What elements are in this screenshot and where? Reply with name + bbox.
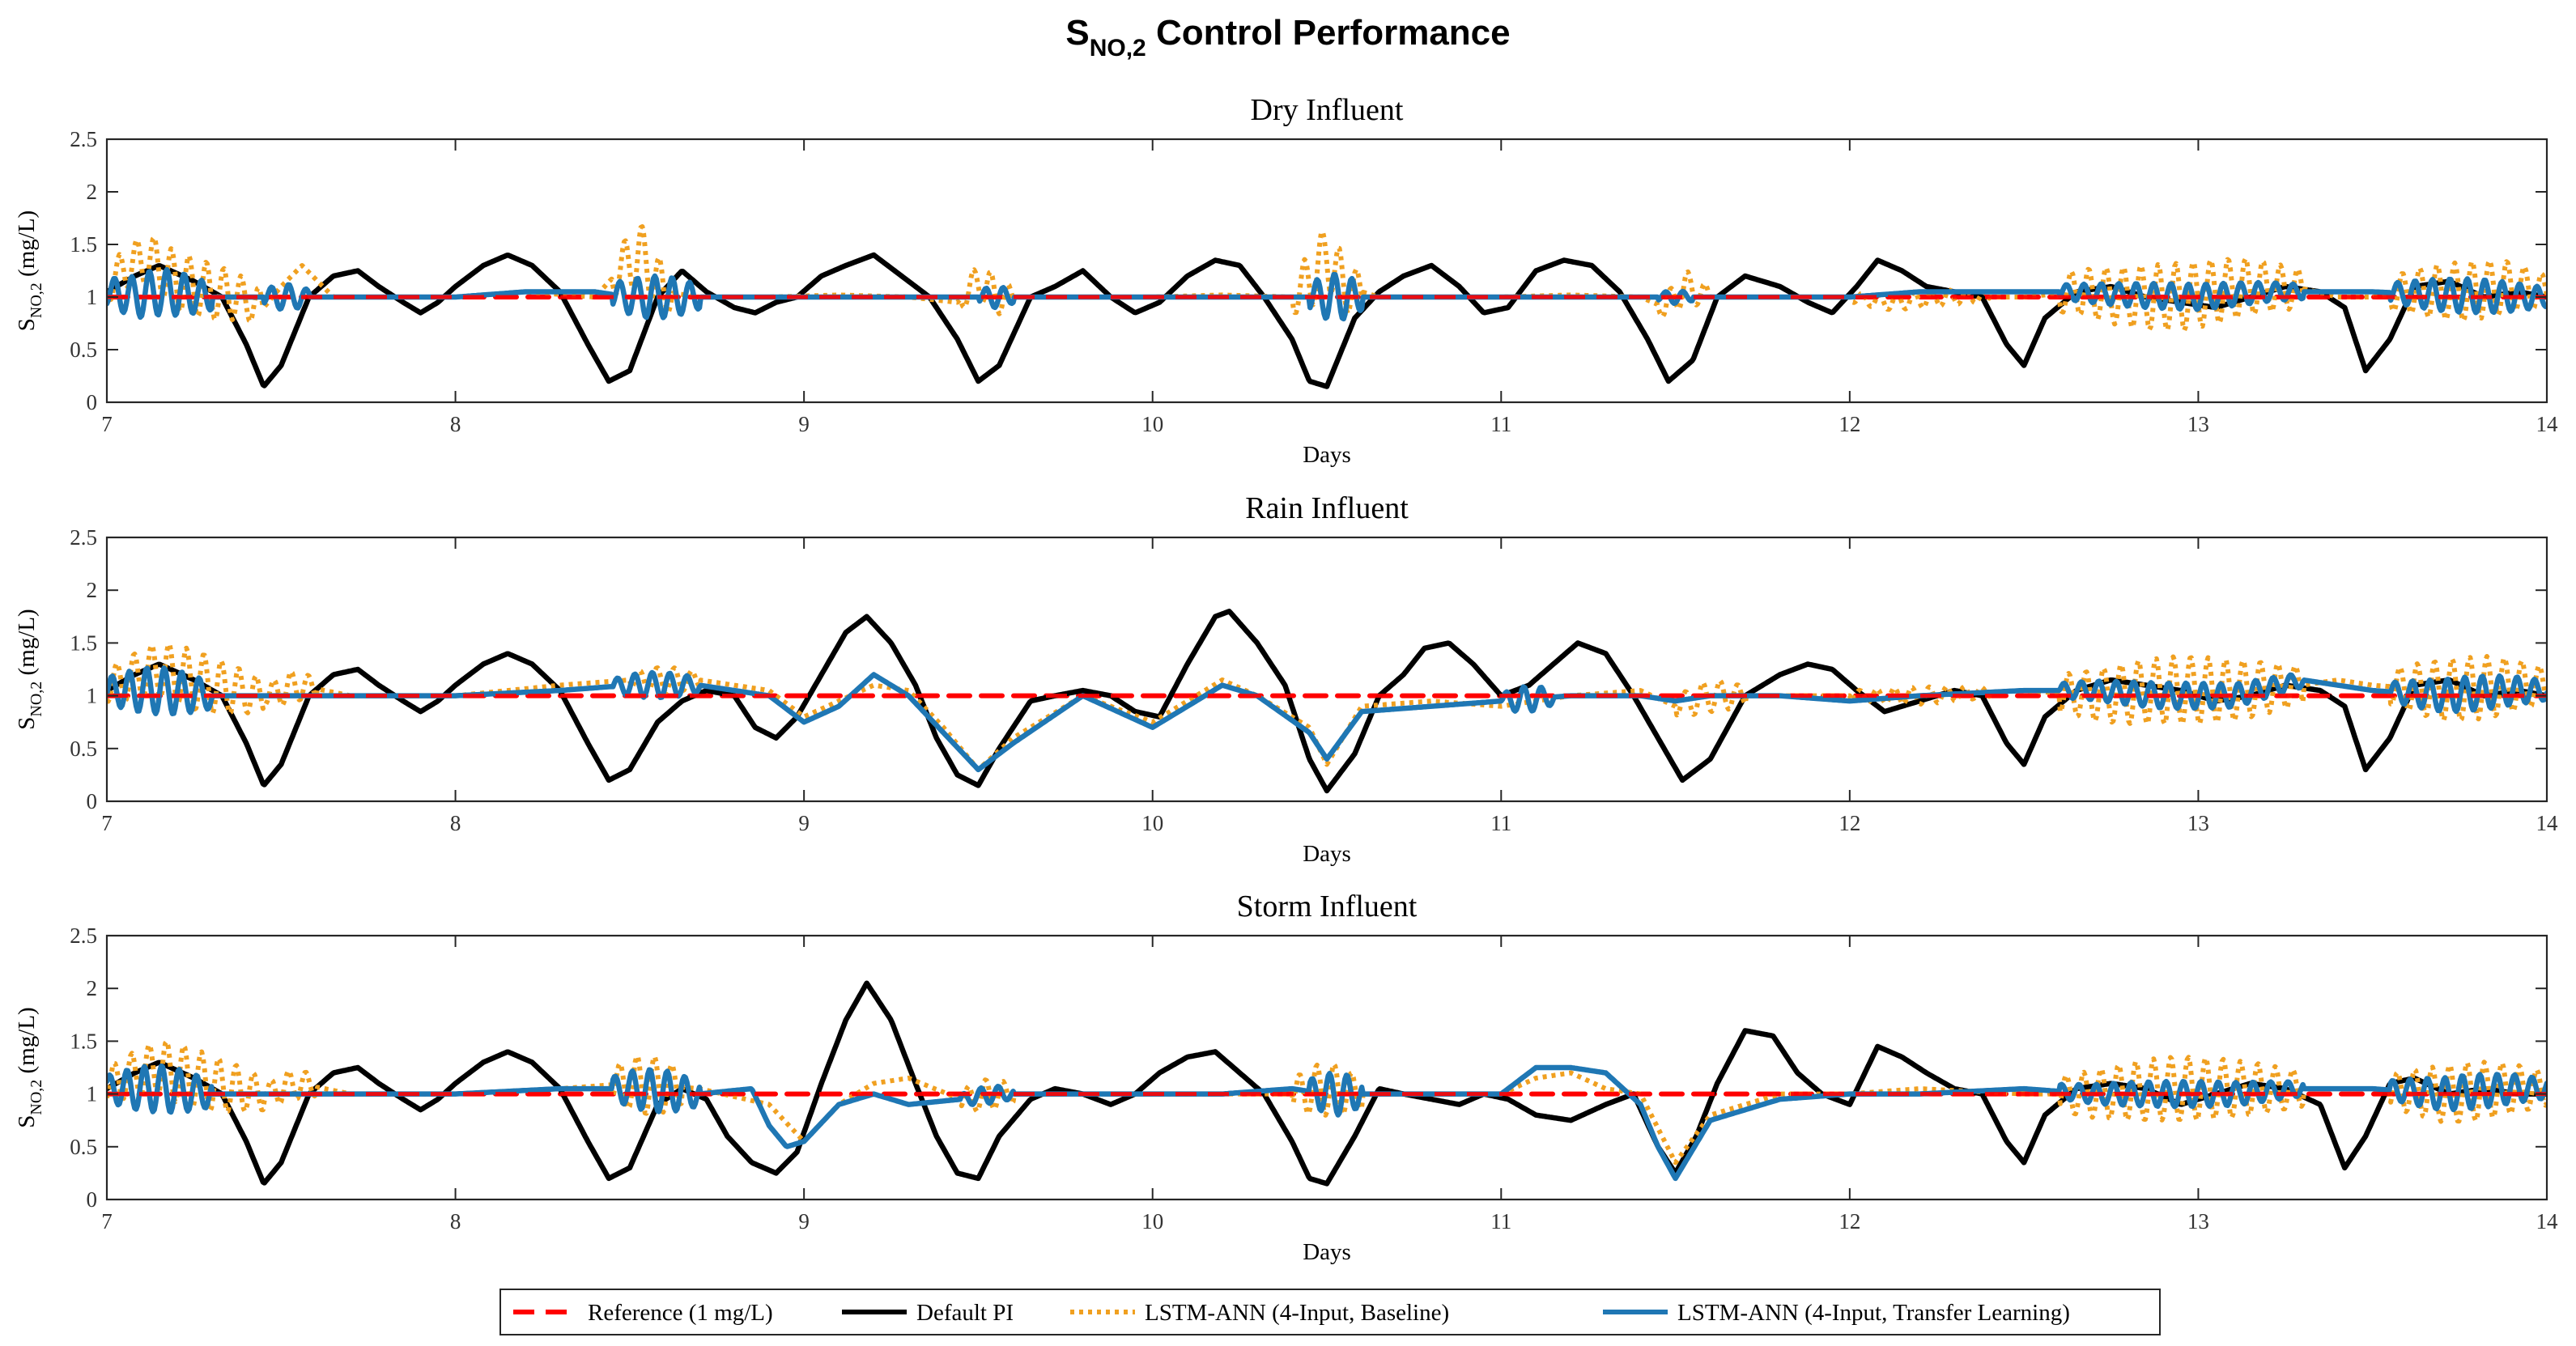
x-tick-label: 8	[450, 412, 461, 436]
legend-label: Default PI	[916, 1300, 1014, 1326]
x-axis-label: Days	[1303, 1239, 1351, 1265]
series-line-default-pi	[107, 980, 2547, 1187]
x-axis-label: Days	[1303, 841, 1351, 867]
y-tick-label: 2	[87, 180, 98, 204]
x-tick-label: 8	[450, 1209, 461, 1233]
y-tick-label: 1.5	[70, 232, 97, 257]
legend-label: LSTM-ANN (4-Input, Transfer Learning)	[1677, 1300, 2070, 1326]
y-tick-label: 0.5	[70, 1135, 97, 1159]
axes-box	[105, 536, 2548, 803]
y-tick-label: 0	[87, 1187, 98, 1212]
x-tick-label: 10	[1141, 1209, 1163, 1233]
y-tick-label: 1.5	[70, 1029, 97, 1053]
series-group	[107, 609, 2547, 794]
x-tick-label: 12	[1838, 412, 1860, 436]
legend-box	[499, 1289, 2161, 1335]
x-tick-label: 10	[1141, 412, 1163, 436]
subplot-1: 7 8 9 10 11 12 13 14 0 0.5 1 1.5 2 2.5 Dry Influent Day…	[14, 93, 2558, 468]
y-tick-label: 1	[87, 684, 98, 708]
y-tick-label: 2.5	[70, 127, 97, 151]
x-tick-label: 9	[798, 412, 810, 436]
figure-title: SNO,2 Control Performance	[1065, 13, 1510, 62]
y-tick-label: 0.5	[70, 737, 97, 761]
x-tick-label: 7	[101, 811, 113, 835]
subplot-title: Rain Influent	[1245, 491, 1409, 525]
series-group	[107, 980, 2547, 1187]
series-group	[107, 224, 2547, 389]
y-axis-label: SNO,2 (mg/L)	[14, 1007, 45, 1127]
series-line-lstm-ann-4-input-baseline	[107, 642, 2547, 772]
x-tick-label: 13	[2187, 412, 2209, 436]
subplot-title: Storm Influent	[1237, 890, 1418, 924]
series-line-lstm-ann-4-input-transfer-learning	[107, 1063, 2547, 1182]
x-tick-label: 11	[1490, 811, 1511, 835]
x-tick-label: 13	[2187, 811, 2209, 835]
y-tick-label: 1.5	[70, 631, 97, 655]
legend-label: Reference (1 mg/L)	[588, 1300, 773, 1326]
axes-box	[105, 138, 2548, 404]
axes-box	[105, 934, 2548, 1201]
x-tick-label: 9	[798, 1209, 810, 1233]
y-axis-label: SNO,2 (mg/L)	[14, 609, 45, 729]
y-tick-label: 2	[87, 578, 98, 602]
y-tick-label: 1	[87, 285, 98, 309]
x-tick-label: 14	[2536, 811, 2559, 835]
x-tick-label: 12	[1838, 1209, 1860, 1233]
y-tick-label: 0	[87, 789, 98, 813]
x-axis-label: Days	[1303, 442, 1351, 468]
legend: Reference (1 mg/L) Default PI LSTM-ANN (4-…	[499, 1289, 2161, 1335]
y-tick-label: 1	[87, 1082, 98, 1106]
x-tick-label: 13	[2187, 1209, 2209, 1233]
x-tick-label: 14	[2536, 412, 2559, 436]
x-tick-label: 12	[1838, 811, 1860, 835]
subplot-2: 7 8 9 10 11 12 13 14 0 0.5 1 1.5 2 2.5 Rain Influent Da…	[14, 491, 2558, 867]
y-tick-label: 0.5	[70, 338, 97, 362]
x-tick-label: 10	[1141, 811, 1163, 835]
x-tick-label: 8	[450, 811, 461, 835]
x-tick-label: 7	[101, 412, 113, 436]
x-tick-label: 11	[1490, 412, 1511, 436]
subplot-title: Dry Influent	[1251, 93, 1404, 127]
plot-area	[107, 936, 2547, 1200]
y-tick-label: 2.5	[70, 924, 97, 948]
series-line-lstm-ann-4-input-transfer-learning	[107, 665, 2547, 773]
x-tick-label: 14	[2536, 1209, 2559, 1233]
y-axis-label: SNO,2 (mg/L)	[14, 210, 45, 331]
legend-label: LSTM-ANN (4-Input, Baseline)	[1145, 1300, 1449, 1326]
x-tick-label: 9	[798, 811, 810, 835]
x-tick-label: 11	[1490, 1209, 1511, 1233]
y-tick-label: 2.5	[70, 525, 97, 550]
subplot-3: 7 8 9 10 11 12 13 14 0 0.5 1 1.5 2 2.5 Storm Influent D…	[14, 890, 2558, 1265]
y-tick-label: 0	[87, 390, 98, 414]
x-tick-label: 7	[101, 1209, 113, 1233]
series-line-lstm-ann-4-input-transfer-learning	[107, 266, 2547, 322]
y-tick-label: 2	[87, 976, 98, 1000]
